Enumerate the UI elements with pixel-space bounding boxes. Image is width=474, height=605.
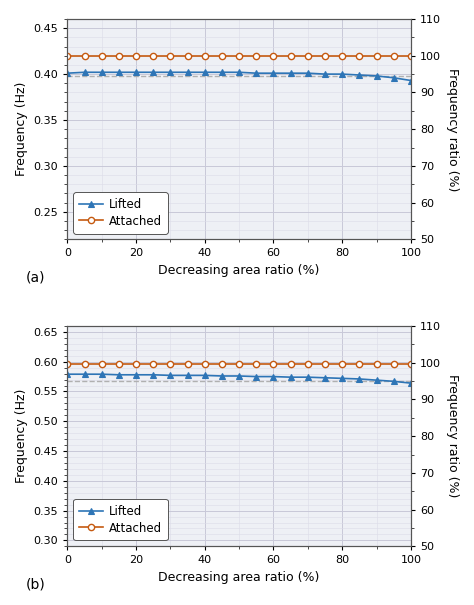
Legend: Lifted, Attached: Lifted, Attached (73, 499, 168, 540)
Attached (82, 361, 87, 368)
Lifted (305, 70, 310, 77)
Line: Lifted: Lifted (64, 371, 414, 386)
Lifted (219, 68, 225, 76)
Attached (305, 52, 310, 59)
Text: (b): (b) (26, 577, 46, 591)
Attached (99, 361, 105, 368)
Attached (116, 52, 122, 59)
Lifted (116, 371, 122, 378)
Attached (64, 52, 70, 59)
Lifted (305, 373, 310, 381)
Attached (288, 52, 293, 59)
X-axis label: Decreasing area ratio (%): Decreasing area ratio (%) (158, 571, 320, 584)
Lifted (99, 68, 105, 76)
Attached (202, 361, 208, 368)
Attached (116, 361, 122, 368)
Attached (408, 361, 414, 368)
Attached (271, 361, 276, 368)
Lifted (356, 375, 362, 382)
Y-axis label: Frequency (Hz): Frequency (Hz) (15, 389, 28, 483)
Lifted (374, 376, 379, 384)
Lifted (271, 373, 276, 380)
Line: Attached: Attached (64, 361, 414, 367)
Lifted (356, 71, 362, 79)
Attached (356, 52, 362, 59)
Lifted (64, 371, 70, 378)
Attached (254, 361, 259, 368)
Attached (133, 52, 139, 59)
Attached (236, 52, 242, 59)
Lifted (322, 374, 328, 381)
Y-axis label: Frequency ratio (%): Frequency ratio (%) (446, 68, 459, 191)
Attached (185, 52, 191, 59)
Lifted (339, 70, 345, 77)
Attached (322, 361, 328, 368)
Legend: Lifted, Attached: Lifted, Attached (73, 192, 168, 234)
Lifted (408, 77, 414, 84)
Y-axis label: Frequency (Hz): Frequency (Hz) (15, 82, 28, 177)
Lifted (168, 68, 173, 76)
Attached (168, 361, 173, 368)
Attached (64, 361, 70, 368)
Attached (219, 361, 225, 368)
Lifted (374, 73, 379, 80)
Lifted (322, 70, 328, 77)
Lifted (202, 68, 208, 76)
Text: (a): (a) (26, 270, 46, 284)
Lifted (271, 70, 276, 77)
Attached (133, 361, 139, 368)
Attached (322, 52, 328, 59)
Lifted (254, 373, 259, 380)
Lifted (219, 372, 225, 379)
Lifted (391, 74, 397, 82)
Lifted (168, 371, 173, 379)
Attached (236, 361, 242, 368)
Attached (408, 52, 414, 59)
Attached (99, 52, 105, 59)
Lifted (236, 372, 242, 379)
Lifted (64, 70, 70, 77)
Y-axis label: Frequency ratio (%): Frequency ratio (%) (446, 374, 459, 498)
Attached (254, 52, 259, 59)
Line: Lifted: Lifted (64, 69, 414, 83)
Attached (374, 52, 379, 59)
Lifted (391, 378, 397, 385)
Attached (168, 52, 173, 59)
Lifted (116, 68, 122, 76)
Lifted (408, 379, 414, 387)
Attached (339, 52, 345, 59)
Attached (271, 52, 276, 59)
Attached (82, 52, 87, 59)
Lifted (133, 68, 139, 76)
Lifted (254, 70, 259, 77)
Lifted (185, 68, 191, 76)
Attached (150, 361, 156, 368)
Attached (374, 361, 379, 368)
Attached (356, 361, 362, 368)
Attached (185, 361, 191, 368)
X-axis label: Decreasing area ratio (%): Decreasing area ratio (%) (158, 264, 320, 277)
Lifted (288, 373, 293, 381)
Attached (202, 52, 208, 59)
Lifted (150, 68, 156, 76)
Lifted (99, 371, 105, 378)
Lifted (185, 371, 191, 379)
Attached (339, 361, 345, 368)
Attached (391, 361, 397, 368)
Lifted (288, 70, 293, 77)
Line: Attached: Attached (64, 53, 414, 59)
Lifted (82, 68, 87, 76)
Attached (288, 361, 293, 368)
Lifted (82, 371, 87, 378)
Attached (219, 52, 225, 59)
Attached (305, 361, 310, 368)
Lifted (236, 68, 242, 76)
Lifted (339, 374, 345, 382)
Lifted (133, 371, 139, 378)
Lifted (202, 371, 208, 379)
Lifted (150, 371, 156, 378)
Attached (391, 52, 397, 59)
Attached (150, 52, 156, 59)
